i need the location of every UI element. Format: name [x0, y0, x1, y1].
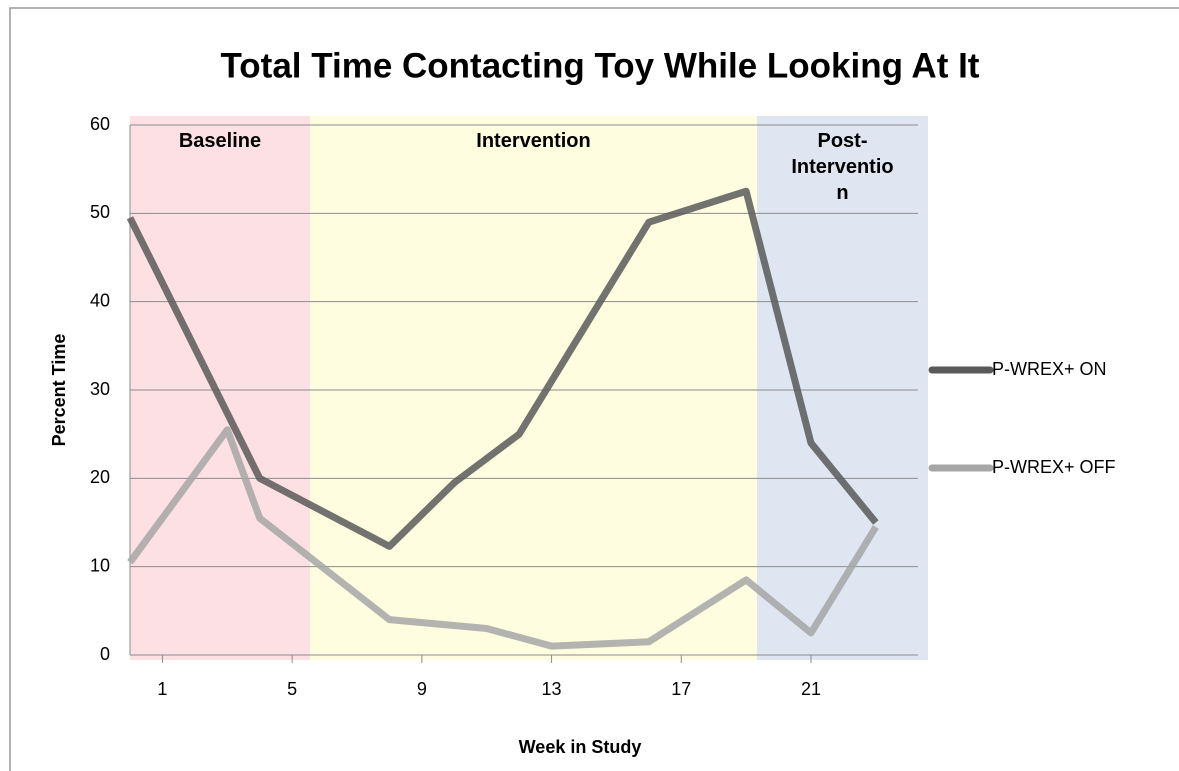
chart-title: Total Time Contacting Toy While Looking …	[221, 46, 980, 85]
phase-label: Post-Intervention	[791, 130, 894, 204]
post-band	[757, 116, 928, 660]
chart-border	[9, 7, 1179, 771]
intervention-band	[310, 116, 757, 660]
phase-label: Baseline	[178, 130, 262, 152]
x-tick-label: 9	[417, 679, 427, 699]
phase-label: Intervention	[476, 130, 591, 152]
y-tick-label: 0	[100, 644, 110, 664]
x-tick-label: 17	[671, 679, 691, 699]
y-tick-label: 20	[90, 467, 110, 487]
x-axis-label: Week in Study	[519, 737, 642, 757]
legend-label: P-WREX+ OFF	[992, 457, 1116, 477]
baseline-band	[130, 116, 310, 660]
y-tick-label: 10	[90, 555, 110, 575]
y-tick-label: 50	[90, 202, 110, 222]
x-tick-label: 13	[542, 679, 562, 699]
y-tick-label: 60	[90, 114, 110, 134]
x-tick-label: 5	[287, 679, 297, 699]
legend-label: P-WREX+ ON	[992, 359, 1107, 379]
x-tick-label: 21	[801, 679, 821, 699]
y-tick-label: 30	[90, 379, 110, 399]
series-line	[127, 426, 879, 650]
series-line	[126, 187, 879, 550]
y-tick-label: 40	[90, 290, 110, 310]
x-tick-label: 1	[157, 679, 167, 699]
y-axis-label: Percent Time	[49, 334, 69, 447]
